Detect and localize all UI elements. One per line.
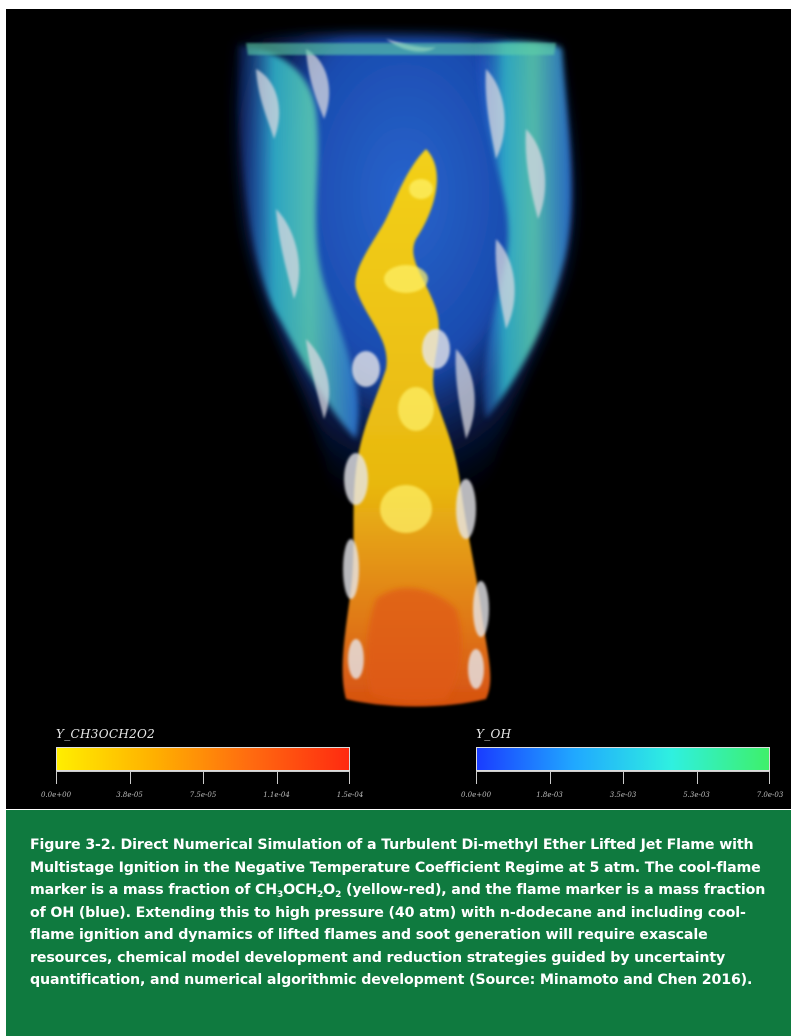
colorbar-tick xyxy=(276,772,278,784)
colorbar-tick-label: 0.0e+00 xyxy=(40,791,72,799)
colorbar-tick-label: 7.0e-03 xyxy=(756,791,784,799)
colorbar-tick xyxy=(696,772,698,784)
surface-speckles xyxy=(343,329,489,689)
colorbar-tick-label: 0.0e+00 xyxy=(460,791,492,799)
colorbar-tick xyxy=(476,772,477,784)
colorbar-tick xyxy=(349,772,350,784)
colorbar-tick xyxy=(56,772,57,784)
colorbar-tick-label: 1.8e-03 xyxy=(536,791,563,799)
caption-text: Figure 3-2. Direct Numerical Simulation … xyxy=(30,837,766,988)
colorbar-tick-label: 7.5e-05 xyxy=(189,791,217,799)
figure-caption: Figure 3-2. Direct Numerical Simulation … xyxy=(6,810,791,1036)
colorbar-tick-label: 3.8e-05 xyxy=(116,791,143,799)
colorbar-tick-label: 5.3e-03 xyxy=(683,791,710,799)
colorbar-tick xyxy=(129,772,131,784)
colorbar-tick xyxy=(623,772,624,784)
oh-plume-left xyxy=(238,45,359,439)
vorticity-sheets xyxy=(256,39,546,439)
colorbar-tick-label: 3.5e-03 xyxy=(609,791,637,799)
simulation-figure: Y_CH3OCH2O2 Y_OH 0.0e+00 3.8e-05 7.5e-05 1.… xyxy=(6,9,791,809)
colorbar-tick-label: 1.5e-04 xyxy=(336,791,364,799)
colorbar-title-oh: Y_OH xyxy=(476,727,512,741)
colorbar-tick-label: 1.1e-04 xyxy=(263,791,290,799)
colorbar-oh xyxy=(476,747,770,771)
colorbar-tick xyxy=(769,772,770,784)
colorbar-tick xyxy=(549,772,551,784)
colorbar-title-ch3och2o2: Y_CH3OCH2O2 xyxy=(56,727,156,741)
colorbar-ch3och2o2 xyxy=(56,747,350,771)
colorbar-tick xyxy=(203,772,204,784)
flame-visualization xyxy=(232,35,577,707)
